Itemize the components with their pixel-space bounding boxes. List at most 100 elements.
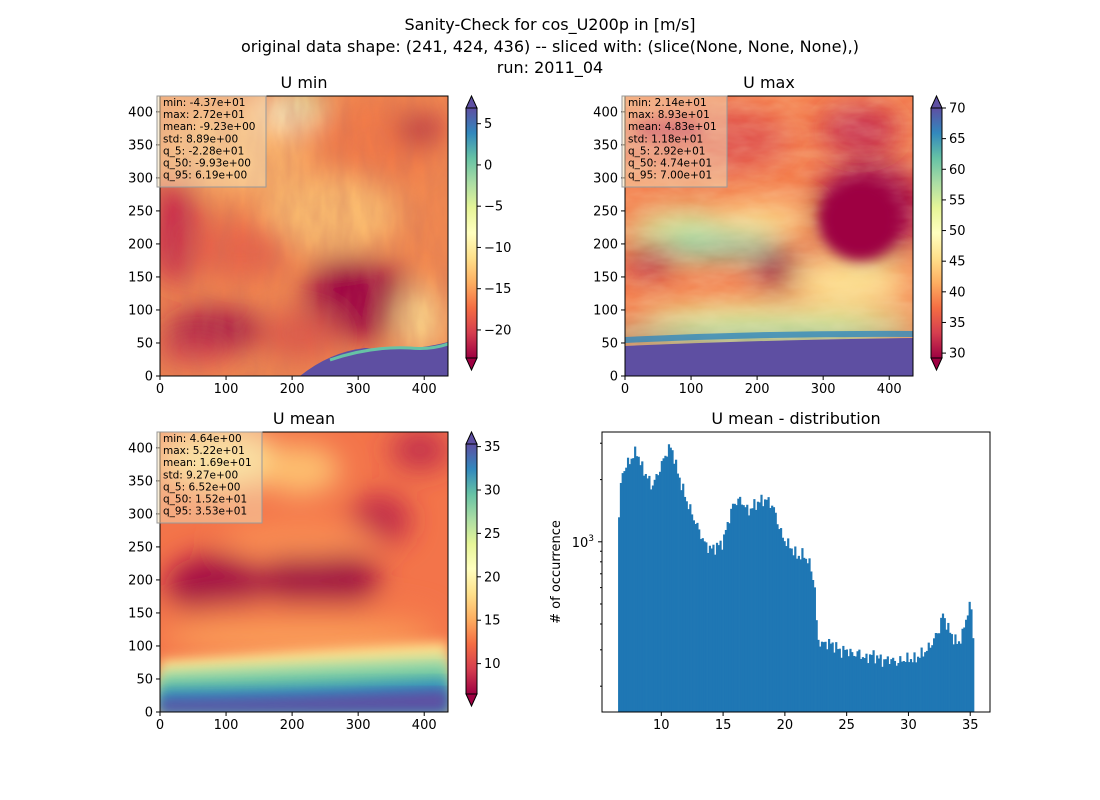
histogram-bar: [696, 522, 699, 712]
panel-u-max: U max: [593, 73, 965, 397]
colorbar-tick-label: 65: [949, 132, 966, 147]
histogram-bar: [799, 559, 802, 712]
x-tick-label: 100: [679, 382, 704, 397]
x-tick-label: 100: [214, 382, 239, 397]
histogram-bar: [847, 656, 850, 712]
histogram-bar: [790, 548, 793, 712]
histogram-bar: [788, 548, 792, 712]
histogram-bar: [650, 489, 653, 712]
panel-title-histogram: U mean - distribution: [711, 409, 880, 428]
histogram-bar: [941, 613, 945, 712]
panel-title-u-min: U min: [281, 73, 328, 92]
colorbar-tick-label: 35: [949, 316, 966, 331]
histogram-bar: [881, 666, 884, 712]
stats-line: min: 2.14e+01: [628, 97, 707, 109]
colorbar-tick-label: 60: [949, 163, 966, 178]
y-axis-u-mean: 0 50 100 150 200 250 300 350 400: [128, 441, 160, 721]
histogram-bar: [796, 558, 799, 712]
histogram-bar: [797, 555, 800, 712]
histogram-bar: [651, 485, 655, 712]
histogram-bar: [950, 634, 953, 712]
histogram-bar: [893, 660, 897, 712]
histogram-bar: [824, 641, 827, 712]
histogram-bar: [740, 504, 744, 712]
histogram-bar: [707, 552, 710, 712]
y-tick-label: 200: [593, 237, 618, 252]
y-tick-label: 250: [593, 204, 618, 219]
histogram-bar: [849, 648, 852, 712]
colorbar-tick-label: −20: [484, 323, 511, 338]
y-tick-label: 400: [128, 105, 153, 120]
histogram-bar: [925, 650, 929, 712]
x-tick-label: 200: [280, 718, 305, 733]
histogram-bar: [927, 642, 930, 712]
y-tick-label: 350: [128, 474, 153, 489]
y-axis-histogram: 103: [572, 442, 602, 687]
histogram-bar: [619, 482, 623, 712]
histogram-bar: [678, 477, 681, 712]
colorbar-tick-label: 5: [484, 117, 492, 132]
histogram-bar: [767, 497, 770, 712]
histogram-bar: [625, 467, 628, 712]
histogram-bar: [909, 659, 913, 712]
panel-title-u-max: U max: [743, 73, 795, 92]
x-tick-label: 300: [346, 718, 371, 733]
histogram-bar: [803, 557, 806, 712]
colorbar-tick-label: 10: [484, 657, 501, 672]
histogram-bar: [938, 633, 941, 712]
y-axis-u-max: 0 50 100 150 200 250 300 350 400: [593, 105, 625, 385]
histogram-bar: [868, 654, 872, 712]
histogram-bar: [675, 459, 678, 712]
histogram-bar: [895, 665, 898, 712]
histogram-bar: [842, 645, 845, 712]
histogram-bar: [701, 538, 704, 712]
histogram-bars: [618, 444, 975, 712]
histogram-bar: [867, 663, 870, 712]
histogram-bar: [699, 539, 703, 712]
colorbar-tick-label: −5: [484, 200, 503, 215]
histogram-bar: [781, 537, 784, 712]
histogram-bar: [632, 458, 635, 712]
histogram-bar: [954, 634, 957, 712]
histogram-bar: [733, 503, 736, 712]
histogram-bar: [794, 546, 797, 712]
histogram-bar: [756, 501, 760, 712]
stats-line: q_50: 4.74e+01: [628, 158, 712, 170]
stats-line: mean: 4.83e+01: [628, 121, 717, 133]
histogram-bar: [648, 475, 651, 712]
histogram-bar: [646, 478, 649, 712]
histogram-bar: [644, 473, 647, 712]
histogram-bar: [641, 461, 644, 712]
histogram-bar: [779, 528, 783, 712]
x-axis-histogram: 10 15 20 25 30 35: [653, 712, 979, 733]
y-tick-label: 400: [593, 105, 618, 120]
stats-line: q_50: -9.93e+00: [163, 158, 251, 170]
histogram-bar: [717, 545, 720, 712]
histogram-bar: [642, 475, 646, 712]
histogram-bar: [972, 638, 975, 712]
histogram-bar: [957, 641, 961, 712]
histogram-bar: [664, 455, 667, 712]
histogram-bar: [808, 558, 811, 712]
histogram-bar: [929, 647, 932, 712]
histogram-bar: [730, 508, 733, 712]
histogram-bar: [945, 629, 948, 712]
y-tick-label: 150: [593, 270, 618, 285]
y-tick-label: 250: [128, 540, 153, 555]
histogram-bar: [639, 465, 642, 712]
panel-histogram: U mean - distribution 10 15 20 25 30 35 103 #…: [549, 409, 991, 733]
histogram-bar: [742, 505, 745, 712]
y-axis-label-histogram: # of occurrence: [549, 520, 564, 624]
histogram-bar: [746, 504, 749, 712]
x-tick-label: 200: [280, 382, 305, 397]
histogram-bar: [735, 505, 738, 712]
stats-line: std: 9.27e+00: [163, 469, 238, 481]
colorbar-tick-label: 0: [484, 158, 492, 173]
histogram-bar: [723, 534, 726, 712]
histogram-bar: [902, 661, 905, 712]
suptitle-line-2: original data shape: (241, 424, 436) -- …: [241, 37, 859, 56]
histogram-bar: [906, 652, 909, 712]
histogram-bar: [621, 473, 624, 712]
histogram-bar: [714, 554, 717, 712]
